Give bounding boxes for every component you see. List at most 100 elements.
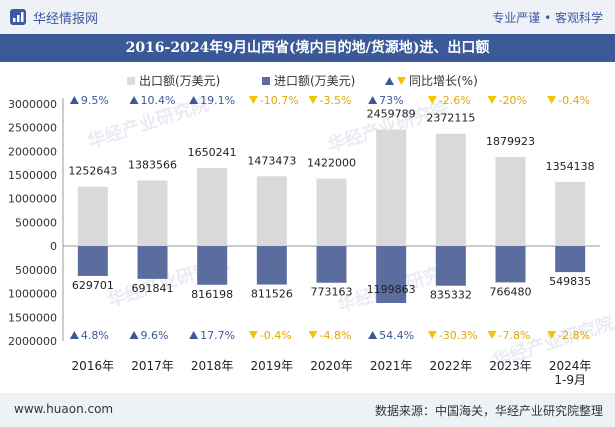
- legend-down-triangle-icon: [397, 77, 406, 85]
- export-bar: [77, 186, 108, 246]
- y-tick-label: 0: [50, 240, 57, 253]
- export-growth-label: 73%: [379, 94, 403, 107]
- export-bar: [495, 157, 526, 246]
- import-value-label: 766480: [490, 285, 532, 298]
- export-value-label: 1422000: [307, 157, 356, 170]
- up-triangle-icon: [129, 331, 139, 339]
- data-source: 数据来源：中国海关，华经产业研究院整理: [374, 404, 603, 418]
- x-category-label: 2018年: [191, 359, 234, 373]
- import-growth-label: -2.8%: [558, 329, 590, 342]
- tagline: 专业严谨 • 客观科学: [492, 11, 603, 25]
- export-growth-label: -10.7%: [260, 94, 299, 107]
- legend-up-triangle-icon: [385, 77, 394, 85]
- export-bar: [256, 176, 287, 246]
- import-bar: [77, 246, 108, 276]
- export-bar: [316, 178, 347, 246]
- legend-import-label: 进口额(万美元): [274, 74, 355, 88]
- x-category-label: 2022年: [430, 359, 473, 373]
- up-triangle-icon: [368, 96, 378, 104]
- export-bar: [197, 167, 228, 246]
- import-value-label: 691841: [132, 282, 174, 295]
- import-value-label: 549835: [549, 275, 591, 288]
- up-triangle-icon: [368, 331, 378, 339]
- import-value-label: 811526: [251, 288, 293, 301]
- import-growth-label: -4.8%: [320, 329, 352, 342]
- down-triangle-icon: [427, 331, 437, 339]
- down-triangle-icon: [547, 331, 557, 339]
- legend-growth-label: 同比增长(%): [409, 74, 478, 88]
- y-tick-label: 3000000: [8, 98, 57, 111]
- x-category-label: 1-9月: [554, 373, 586, 387]
- import-value-label: 816198: [191, 288, 233, 301]
- y-tick-label: 1000000: [8, 193, 57, 206]
- y-tick-label: 500000: [15, 216, 57, 229]
- export-bar: [376, 129, 407, 246]
- import-growth-label: 54.4%: [379, 329, 414, 342]
- export-value-label: 1473473: [247, 154, 296, 167]
- export-bar: [137, 180, 168, 246]
- down-triangle-icon: [487, 96, 497, 104]
- up-triangle-icon: [189, 331, 199, 339]
- import-value-label: 1199863: [367, 283, 416, 296]
- import-growth-label: -30.3%: [439, 329, 478, 342]
- export-value-label: 1252643: [68, 165, 117, 178]
- import-growth-label: 17.7%: [200, 329, 235, 342]
- brand-name[interactable]: 华经情报网: [33, 12, 99, 27]
- footer-bar: www.huaon.com 数据来源：中国海关，华经产业研究院整理: [0, 393, 615, 427]
- chart-area: 华经产业研究院华经产业研究院华经产业研究院华经产业研究院华经产业研究院出口额(万…: [8, 74, 615, 387]
- down-triangle-icon: [248, 96, 258, 104]
- x-category-label: 2024年: [549, 359, 592, 373]
- legend-export-label: 出口额(万美元): [139, 74, 220, 88]
- x-category-label: 2020年: [310, 359, 353, 373]
- export-value-label: 1879923: [486, 135, 535, 148]
- export-value-label: 1650241: [188, 146, 237, 159]
- export-growth-label: 9.5%: [81, 94, 109, 107]
- y-tick-label: 2500000: [8, 122, 57, 135]
- import-value-label: 835332: [430, 289, 472, 302]
- import-bar: [137, 246, 168, 279]
- x-category-label: 2019年: [251, 359, 294, 373]
- import-bar: [376, 246, 407, 303]
- import-value-label: 629701: [72, 279, 114, 292]
- chart-title: 2016-2024年9月山西省(境内目的地/货源地)进、出口额: [125, 40, 490, 56]
- export-growth-label: -0.4%: [558, 94, 590, 107]
- down-triangle-icon: [248, 331, 258, 339]
- up-triangle-icon: [129, 96, 139, 104]
- import-bar: [555, 246, 586, 273]
- export-growth-label: -3.5%: [320, 94, 352, 107]
- legend-import-swatch: [262, 77, 270, 85]
- x-category-label: 2023年: [489, 359, 532, 373]
- import-growth-label: -0.4%: [260, 329, 292, 342]
- import-bar: [316, 246, 347, 283]
- title-band: 2016-2024年9月山西省(境内目的地/货源地)进、出口额: [0, 34, 615, 62]
- website-link[interactable]: www.huaon.com: [14, 402, 114, 416]
- up-triangle-icon: [69, 331, 79, 339]
- y-tick-label: 500000: [15, 264, 57, 277]
- export-value-label: 1383566: [128, 159, 177, 172]
- down-triangle-icon: [547, 96, 557, 104]
- import-growth-label: 9.6%: [141, 329, 169, 342]
- export-value-label: 2372115: [426, 112, 475, 125]
- import-growth-label: 4.8%: [81, 329, 109, 342]
- x-category-label: 2016年: [72, 359, 115, 373]
- import-bar: [435, 246, 466, 286]
- export-bar: [555, 181, 586, 246]
- up-triangle-icon: [69, 96, 79, 104]
- y-tick-label: 2000000: [8, 335, 57, 348]
- import-bar: [495, 246, 526, 283]
- x-category-label: 2017年: [131, 359, 174, 373]
- import-bar: [197, 246, 228, 285]
- import-bar: [256, 246, 287, 285]
- y-tick-label: 1500000: [8, 169, 57, 182]
- export-bar: [435, 133, 466, 246]
- down-triangle-icon: [308, 331, 318, 339]
- export-value-label: 1354138: [546, 160, 595, 173]
- export-growth-label: 19.1%: [200, 94, 235, 107]
- up-triangle-icon: [189, 96, 199, 104]
- export-growth-label: -2.6%: [439, 94, 471, 107]
- export-value-label: 2459789: [367, 108, 416, 121]
- y-tick-label: 2000000: [8, 145, 57, 158]
- export-growth-label: -20%: [499, 94, 527, 107]
- top-bar: 华经情报网 专业严谨 • 客观科学: [0, 0, 615, 34]
- huajing-logo-icon: [10, 9, 26, 25]
